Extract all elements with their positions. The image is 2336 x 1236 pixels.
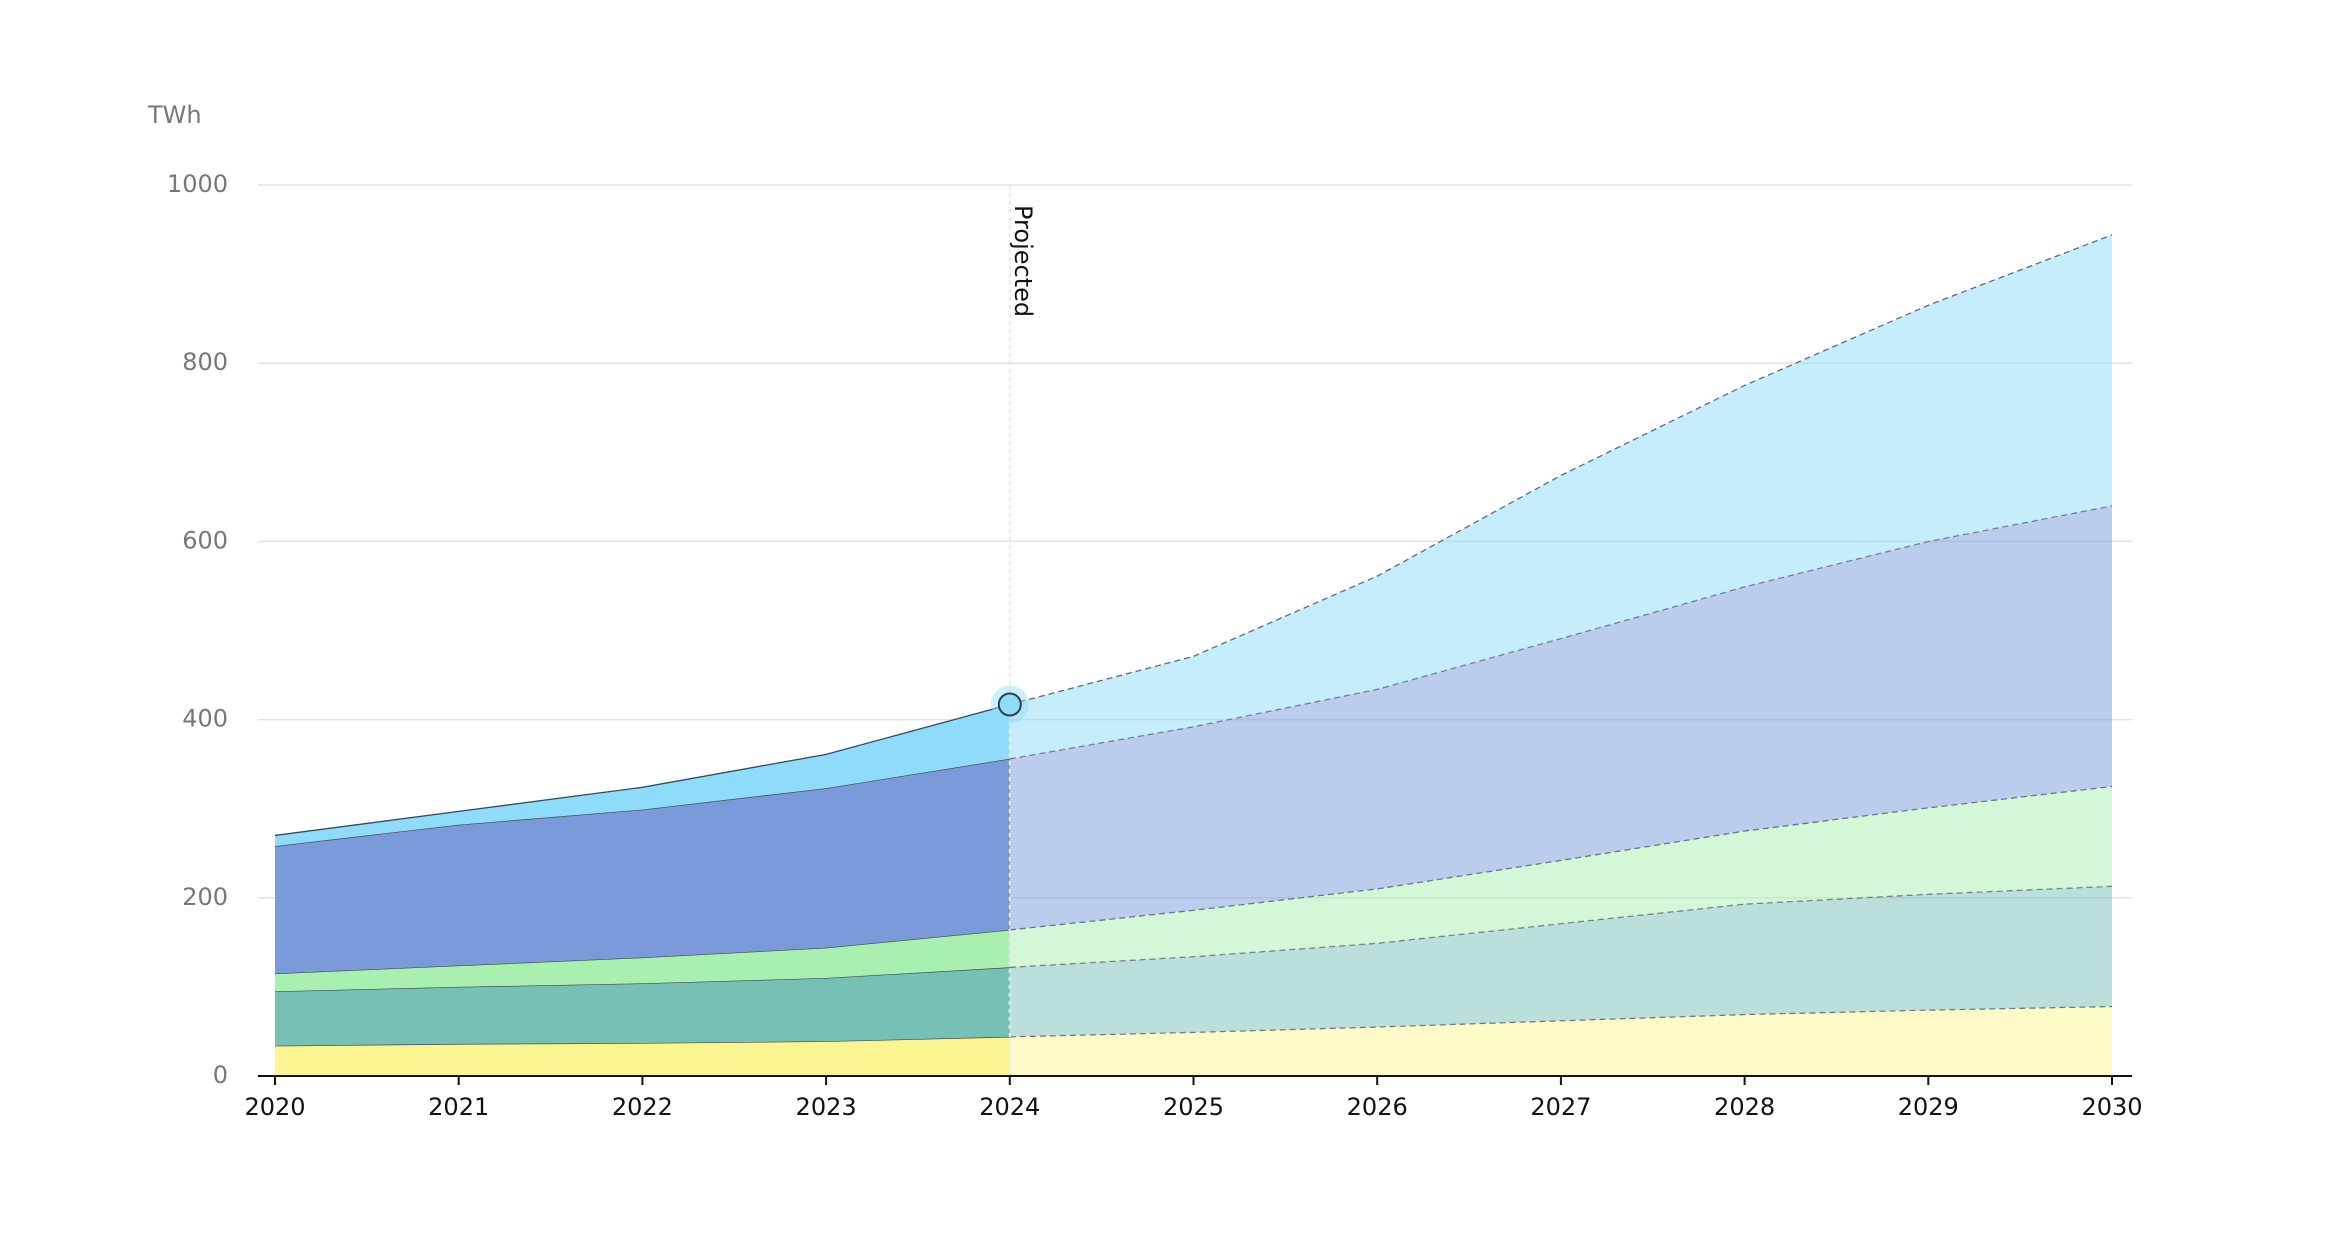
x-tick-label: 2023: [796, 1093, 857, 1121]
y-tick-label: 200: [182, 883, 228, 911]
area-edge: [1009, 234, 2113, 706]
area: [1009, 505, 2112, 930]
area: [275, 1036, 1010, 1076]
x-tick-label: 2028: [1714, 1093, 1775, 1121]
y-axis-label: TWh: [147, 101, 202, 129]
y-tick-label: 600: [182, 526, 228, 554]
area: [275, 758, 1010, 974]
x-tick-label: 2022: [612, 1093, 673, 1121]
x-tick-label: 2020: [244, 1093, 305, 1121]
area: [1009, 234, 2112, 759]
projection-label: Projected: [1009, 205, 1037, 317]
area: [275, 704, 1010, 847]
area: [1009, 886, 2112, 1037]
y-tick-label: 0: [213, 1061, 228, 1089]
area: [275, 929, 1010, 992]
x-tick-label: 2027: [1530, 1093, 1591, 1121]
area: [1009, 786, 2112, 968]
x-tick-label: 2025: [1163, 1093, 1224, 1121]
x-tick-label: 2024: [979, 1093, 1040, 1121]
y-tick-label: 400: [182, 705, 228, 733]
x-tick-label: 2030: [2081, 1093, 2142, 1121]
x-tick-label: 2029: [1898, 1093, 1959, 1121]
x-tick-label: 2021: [428, 1093, 489, 1121]
y-tick-label: 1000: [167, 170, 228, 198]
area-edge: [274, 703, 1010, 837]
y-tick-label: 800: [182, 348, 228, 376]
hover-point: [997, 692, 1022, 717]
x-tick-label: 2026: [1347, 1093, 1408, 1121]
area: [1009, 1006, 2112, 1076]
